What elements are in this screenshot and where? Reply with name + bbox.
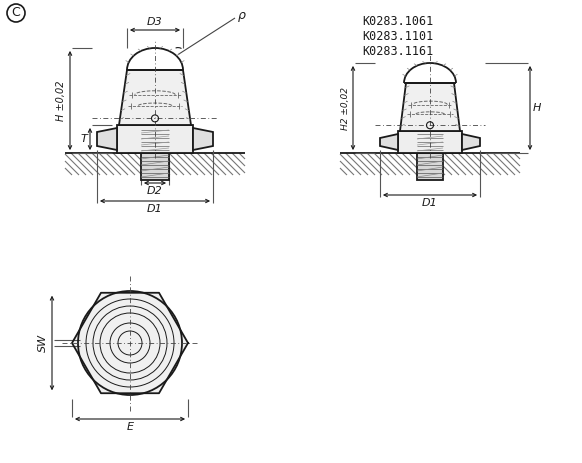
Bar bbox=[417, 153, 443, 180]
Text: H ±0,02: H ±0,02 bbox=[56, 80, 66, 121]
Text: K0283.1101: K0283.1101 bbox=[362, 30, 433, 43]
Text: T: T bbox=[80, 134, 87, 144]
Text: D1: D1 bbox=[147, 204, 163, 214]
Text: K0283.1161: K0283.1161 bbox=[362, 45, 433, 58]
Polygon shape bbox=[398, 131, 462, 153]
Text: E: E bbox=[126, 422, 133, 432]
Polygon shape bbox=[119, 70, 191, 125]
Polygon shape bbox=[72, 293, 188, 393]
Text: H2 ±0,02: H2 ±0,02 bbox=[341, 87, 350, 130]
Polygon shape bbox=[380, 134, 398, 150]
Polygon shape bbox=[462, 134, 480, 150]
Text: ρ: ρ bbox=[238, 10, 246, 23]
Text: D2: D2 bbox=[147, 186, 163, 196]
Bar bbox=[141, 153, 169, 180]
Text: H: H bbox=[533, 103, 541, 113]
Polygon shape bbox=[400, 83, 460, 131]
Text: SW: SW bbox=[38, 334, 48, 352]
Polygon shape bbox=[193, 128, 213, 150]
Text: K0283.1061: K0283.1061 bbox=[362, 15, 433, 28]
Text: C: C bbox=[12, 6, 20, 19]
Polygon shape bbox=[117, 125, 193, 153]
Text: D1: D1 bbox=[422, 198, 438, 208]
Polygon shape bbox=[97, 128, 117, 150]
Text: D3: D3 bbox=[147, 17, 163, 27]
